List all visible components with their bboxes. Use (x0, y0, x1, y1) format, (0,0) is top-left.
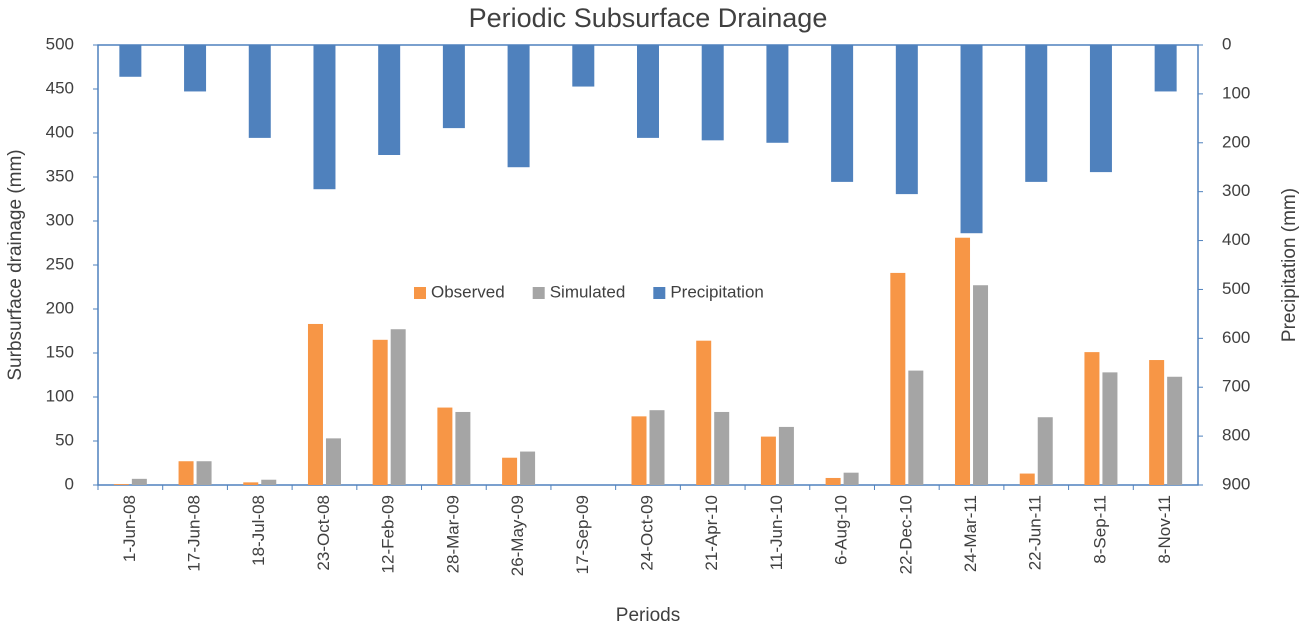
y-tick-label: 150 (46, 342, 74, 361)
bar (778, 426, 794, 485)
bar (825, 477, 841, 485)
bar (1089, 45, 1112, 173)
y-tick-label: 500 (46, 34, 74, 53)
bar (973, 285, 989, 485)
y-tick-label: 450 (46, 78, 74, 97)
x-tick-label: 11-Jun-10 (767, 495, 786, 570)
bar (890, 272, 906, 485)
y2-tick-label: 100 (1222, 83, 1250, 102)
y-axis-title: Surbsurface drainage (mm) (5, 149, 26, 380)
bar (507, 45, 530, 168)
bar (895, 45, 918, 195)
legend-label: Observed (431, 282, 505, 301)
x-tick-label: 1-Jun-08 (120, 495, 139, 562)
bar (372, 339, 388, 485)
chart-title: Periodic Subsurface Drainage (469, 3, 828, 33)
bar (631, 416, 647, 485)
bar (831, 45, 854, 182)
legend-swatch (532, 287, 545, 299)
x-tick-label: 17-Sep-09 (573, 495, 592, 574)
bar (442, 45, 465, 129)
bar (261, 479, 277, 485)
bar (196, 461, 212, 485)
bar (113, 484, 129, 485)
x-tick-label: 8-Nov-11 (1155, 495, 1174, 564)
bar (307, 323, 323, 485)
bar (572, 45, 595, 87)
x-tick-label: 24-Oct-09 (637, 495, 656, 571)
bar (1084, 352, 1100, 485)
x-tick-label: 23-Oct-08 (314, 495, 333, 571)
y2-tick-label: 700 (1222, 377, 1250, 396)
bar (455, 411, 471, 485)
bar (378, 45, 401, 155)
x-tick-label: 12-Feb-09 (379, 495, 398, 573)
bar (178, 461, 194, 485)
bar (1025, 45, 1048, 182)
bar (184, 45, 207, 92)
bar (701, 45, 724, 141)
bar (390, 329, 406, 485)
y2-tick-label: 800 (1222, 426, 1250, 445)
bar (760, 436, 776, 485)
x-tick-label: 24-Mar-11 (961, 495, 980, 572)
bar (696, 340, 712, 485)
bar (1154, 45, 1177, 92)
x-axis-title: Periods (616, 605, 680, 626)
bar (908, 370, 924, 485)
y2-tick-label: 200 (1222, 132, 1250, 151)
bar (119, 45, 142, 77)
bar (649, 410, 665, 485)
y2-tick-label: 900 (1222, 474, 1250, 493)
legend-label: Simulated (550, 282, 626, 301)
bar (714, 411, 730, 485)
x-tick-label: 21-Apr-10 (702, 495, 721, 571)
x-tick-label: 18-Jul-08 (249, 495, 268, 566)
x-tick-label: 28-Mar-09 (443, 495, 462, 573)
y2-tick-label: 0 (1222, 34, 1231, 53)
bar (637, 45, 659, 138)
bar (502, 457, 518, 485)
bar (843, 472, 859, 485)
y-tick-label: 350 (46, 166, 74, 185)
bar (960, 45, 983, 234)
bar (313, 45, 336, 190)
y-tick-label: 400 (46, 122, 74, 141)
x-tick-label: 26-May-09 (508, 495, 527, 576)
bar (955, 237, 971, 485)
bar (131, 478, 147, 485)
y-tick-label: 200 (46, 298, 74, 317)
bar (766, 45, 789, 143)
x-tick-label: 6-Aug-10 (832, 495, 851, 565)
x-tick-label: 22-Dec-10 (896, 495, 915, 574)
bar (1037, 417, 1053, 485)
y-tick-label: 100 (46, 386, 74, 405)
y2-axis-title: Precipitation (mm) (1279, 188, 1300, 342)
y-tick-label: 250 (46, 254, 74, 273)
bar (1102, 372, 1118, 485)
y2-tick-label: 400 (1222, 230, 1250, 249)
y-tick-label: 0 (65, 474, 74, 493)
bar (1167, 376, 1183, 485)
y2-tick-label: 300 (1222, 181, 1250, 200)
x-tick-label: 17-Jun-08 (185, 495, 204, 572)
x-tick-label: 22-Jun-11 (1026, 495, 1045, 570)
y-tick-label: 300 (46, 210, 74, 229)
legend-swatch (414, 287, 426, 299)
bar (325, 438, 341, 485)
bar (520, 451, 536, 485)
x-tick-label: 8-Sep-11 (1090, 495, 1109, 564)
bar (437, 407, 453, 485)
y2-tick-label: 600 (1222, 328, 1250, 347)
bar (248, 45, 271, 138)
y2-tick-label: 500 (1222, 279, 1250, 298)
bar (1149, 360, 1165, 485)
bar (1019, 473, 1035, 485)
legend-label: Precipitation (670, 282, 764, 301)
legend-swatch (653, 287, 666, 299)
bar (243, 482, 259, 485)
y-tick-label: 50 (55, 430, 74, 449)
